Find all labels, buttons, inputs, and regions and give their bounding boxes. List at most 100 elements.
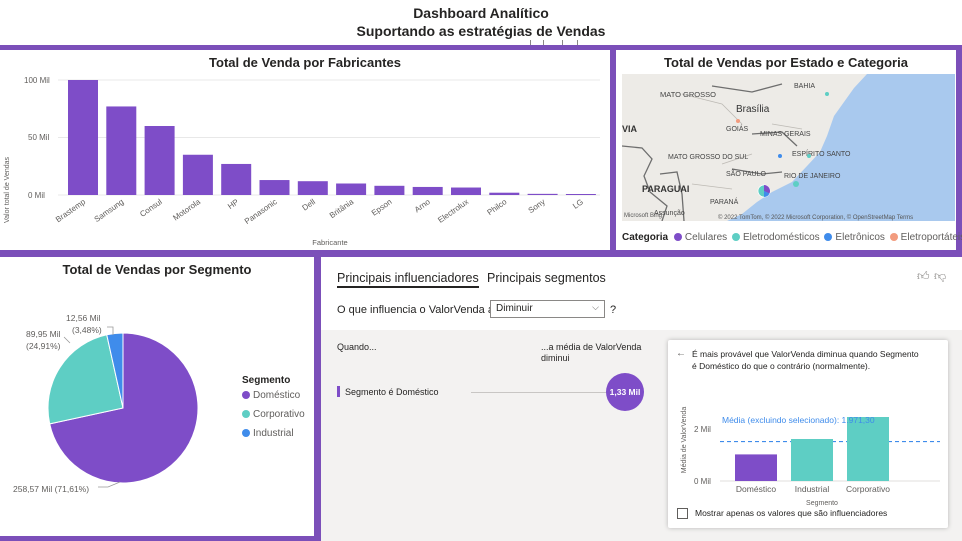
detail-bar-industrial[interactable] — [791, 439, 833, 481]
detail-bar-corporativo[interactable] — [847, 417, 889, 481]
bar-motorola[interactable] — [182, 154, 213, 195]
legend-item-celulares[interactable]: Celulares — [673, 232, 727, 243]
detail-text-line2: é Doméstico do que o contrário (normalme… — [692, 361, 871, 371]
detail-x-tick-domestico: Doméstico — [736, 484, 776, 494]
dashboard-subtitle: Suportando as estratégias de Vendas — [356, 23, 606, 39]
map-point-sp-slice-celulares[interactable] — [764, 184, 771, 194]
x-tick-sony: Sony — [527, 197, 547, 215]
bar-panasonic[interactable] — [259, 180, 290, 195]
tab-principais-influenciadores[interactable]: Principais influenciadores — [337, 271, 479, 288]
legend-item-eletroportateis[interactable]: Eletroportáteis — [889, 232, 962, 243]
map-state-lines — [681, 93, 803, 190]
thumbs-up-icon[interactable]: 👍︎ — [917, 269, 930, 283]
bar-lg[interactable] — [565, 194, 596, 195]
segments-legend-title: Segmento — [242, 375, 291, 386]
legend-dot-eletroportateis — [889, 233, 898, 241]
pie-slice-corporativo[interactable] — [47, 334, 124, 425]
legend-item-domestico[interactable]: Doméstico — [242, 390, 300, 401]
map-point-es[interactable] — [807, 154, 811, 158]
x-tick-motorola: Motorola — [171, 197, 202, 223]
detail-bar-domestico[interactable] — [735, 454, 777, 481]
col-when-header: Quando... — [337, 342, 377, 352]
map-label-goias: GOIÁS — [726, 124, 749, 133]
legend-item-industrial[interactable]: Industrial — [242, 428, 294, 439]
bar-arno[interactable] — [412, 186, 443, 195]
show-influencers-checkbox[interactable] — [677, 508, 688, 519]
vertical-divider-bottom — [314, 250, 321, 541]
map-label-assuncao: Assunção — [654, 210, 685, 217]
map-attribution[interactable]: © 2022 TomTom, © 2022 Microsoft Corporat… — [718, 214, 913, 221]
legend-dot-celulares — [673, 233, 682, 241]
bar-philco[interactable] — [489, 192, 520, 195]
x-tick-britania: Britânia — [328, 197, 356, 220]
top-band — [0, 45, 962, 50]
map-point-sp-slice-eletronicos[interactable] — [764, 191, 770, 198]
map-point-ba[interactable] — [825, 92, 829, 96]
map-visual[interactable]: MATO GROSSO Brasília GOIÁS MINAS GERAIS … — [622, 74, 955, 221]
detail-ylabel: Média de ValorVenda — [681, 407, 688, 474]
chevron-down-icon: ⌵ — [592, 302, 599, 312]
x-tick-dell: Dell — [300, 197, 317, 212]
bar-epson[interactable] — [374, 185, 405, 195]
pie-slice-industrial[interactable] — [106, 332, 124, 409]
bar-electrolux[interactable] — [451, 187, 481, 195]
bar-samsung[interactable] — [106, 106, 137, 195]
map-point-rj[interactable] — [793, 181, 799, 187]
pie-label-industrial-value: 12,56 Mil — [66, 313, 101, 323]
influence-question: O que influencia o ValorVenda a — [337, 304, 494, 316]
x-tick-electrolux: Electrolux — [436, 197, 470, 225]
col-avg-header-line1: ...a média de ValorVenda — [541, 342, 642, 352]
back-arrow-icon[interactable]: ← — [676, 348, 686, 359]
bar-hp[interactable] — [221, 163, 252, 195]
tab-principais-segmentos[interactable]: Principais segmentos — [487, 271, 606, 285]
legend-item-corporativo[interactable]: Corporativo — [242, 409, 305, 420]
map-point-go[interactable] — [736, 119, 740, 123]
bar-consul[interactable] — [144, 126, 175, 195]
x-tick-panasonic: Panasonic — [243, 197, 279, 226]
manufacturers-ylabel: Valor total de Vendas — [4, 156, 11, 223]
influencer-row-label[interactable]: Segmento é Doméstico — [345, 387, 439, 397]
legend-label-eletroportateis: Eletroportáteis — [900, 232, 962, 243]
pie-leader-domestico — [98, 481, 121, 488]
map-label-parana: PARANÁ — [710, 197, 739, 206]
map-label-brasilia: Brasília — [736, 104, 770, 115]
direction-select[interactable]: Diminuir ⌵ — [490, 300, 605, 318]
influencer-bubble[interactable]: 1,33 Mil — [606, 373, 644, 411]
map-point-mg[interactable] — [778, 154, 782, 158]
legend-label-industrial: Industrial — [253, 428, 294, 439]
bar-britania[interactable] — [336, 183, 367, 196]
x-tick-samsung: Samsung — [93, 197, 126, 224]
thumbs-down-icon[interactable]: 👎︎ — [934, 269, 947, 283]
map-label-espirito-santo: ESPÍRITO SANTO — [792, 149, 851, 158]
bar-brastemp[interactable] — [68, 80, 98, 195]
map-sea — [727, 74, 955, 221]
manufacturers-xlabel: Fabricante — [312, 238, 347, 247]
detail-text-line1: É mais provável que ValorVenda diminua q… — [692, 349, 919, 359]
manufacturers-title: Total de Venda por Fabricantes — [209, 55, 401, 70]
segments-title: Total de Vendas por Segmento — [62, 262, 252, 277]
bottom-left-band — [0, 536, 320, 541]
segments-pie-chart: 12,56 Mil (3,48%) 89,95 Mil (24,91%) 258… — [13, 313, 199, 494]
pie-label-industrial-pct: (3,48%) — [72, 325, 102, 335]
influencer-row-line — [471, 392, 611, 393]
map-panel: Total de Vendas por Estado e Categoria M… — [616, 50, 962, 250]
pie-label-domestico: 258,57 Mil (71,61%) — [13, 484, 89, 494]
help-icon[interactable]: ? — [610, 304, 617, 316]
pie-leader-corporativo — [63, 336, 71, 344]
legend-item-eletrodomesticos[interactable]: Eletrodomésticos — [731, 232, 820, 243]
pie-label-corporativo-value: 89,95 Mil — [26, 329, 61, 339]
pie-slice-domestico[interactable] — [49, 332, 199, 484]
detail-y-tick-0mil: 0 Mil — [694, 477, 711, 486]
x-tick-consul: Consul — [138, 197, 164, 219]
x-tick-brastemp: Brastemp — [54, 197, 88, 224]
map-label-mato-grosso-do-sul: MATO GROSSO DO SUL — [668, 154, 748, 161]
map-label-mato-grosso: MATO GROSSO — [660, 90, 716, 99]
y-tick-0: 0 Mil — [28, 191, 45, 200]
legend-item-eletronicos[interactable]: Eletrônicos — [824, 232, 885, 243]
y-tick-100: 100 Mil — [24, 76, 50, 85]
detail-x-tick-industrial: Industrial — [795, 484, 830, 494]
pie-label-corporativo-pct: (24,91%) — [26, 341, 61, 351]
bar-dell[interactable] — [297, 181, 328, 195]
bar-sony[interactable] — [527, 193, 558, 195]
legend-label-domestico: Doméstico — [253, 390, 301, 401]
